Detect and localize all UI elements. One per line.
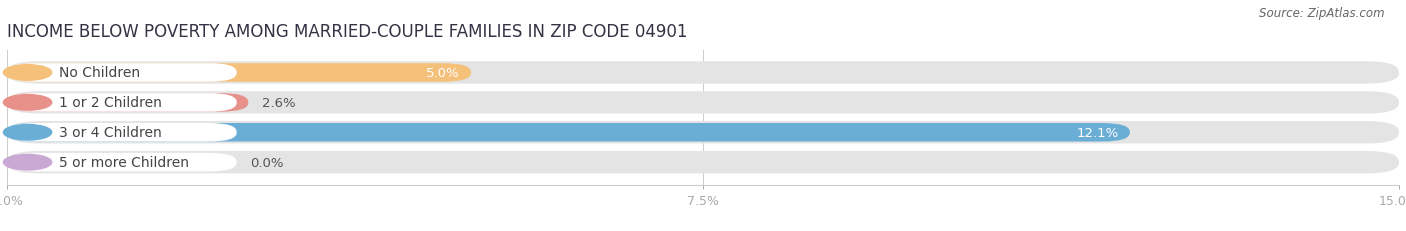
FancyBboxPatch shape [7,122,1399,144]
FancyBboxPatch shape [7,62,1399,84]
FancyBboxPatch shape [7,64,236,82]
Text: 5 or more Children: 5 or more Children [59,155,188,170]
Circle shape [3,65,52,81]
Text: 12.1%: 12.1% [1077,126,1119,139]
Text: Source: ZipAtlas.com: Source: ZipAtlas.com [1260,7,1385,20]
Text: INCOME BELOW POVERTY AMONG MARRIED-COUPLE FAMILIES IN ZIP CODE 04901: INCOME BELOW POVERTY AMONG MARRIED-COUPL… [7,23,688,41]
Text: 5.0%: 5.0% [426,67,460,80]
Text: No Children: No Children [59,66,139,80]
Text: 2.6%: 2.6% [262,97,295,109]
FancyBboxPatch shape [7,92,1399,114]
Text: 1 or 2 Children: 1 or 2 Children [59,96,162,110]
FancyBboxPatch shape [7,94,249,112]
FancyBboxPatch shape [7,94,236,112]
Text: 3 or 4 Children: 3 or 4 Children [59,126,162,140]
Text: 0.0%: 0.0% [250,156,284,169]
FancyBboxPatch shape [7,64,471,82]
FancyBboxPatch shape [7,123,1130,142]
Circle shape [3,155,52,170]
FancyBboxPatch shape [7,123,236,142]
Circle shape [3,125,52,140]
Circle shape [3,95,52,111]
FancyBboxPatch shape [7,153,236,172]
FancyBboxPatch shape [7,151,1399,174]
